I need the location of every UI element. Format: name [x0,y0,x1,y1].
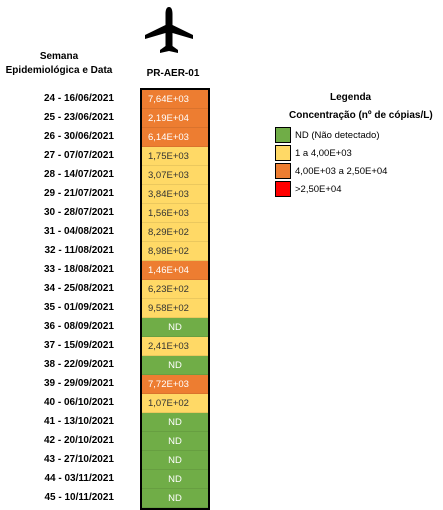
legend-label: 4,00E+03 a 2,50E+04 [295,165,388,177]
heatmap-cell: 9,58E+02 [142,299,208,318]
heatmap-cell: 1,75E+03 [142,147,208,166]
heatmap-cell: 1,56E+03 [142,204,208,223]
week-label: 44 - 03/11/2021 [44,473,114,484]
row-header-line1: Semana [39,51,79,62]
heatmap-cell: 8,29E+02 [142,223,208,242]
heatmap-cell: ND [142,470,208,489]
legend-swatch [275,181,291,197]
legend-title: Legenda [330,92,372,103]
week-label: 43 - 27/10/2021 [43,454,114,465]
legend-item: ND (Não detectado) [275,126,387,144]
heatmap-cell: 2,19E+04 [142,109,208,128]
week-label: 34 - 25/08/2021 [43,283,114,294]
heatmap-cell: ND [142,451,208,470]
week-label: 42 - 20/10/2021 [43,435,114,446]
week-label: 31 - 04/08/2021 [43,226,114,237]
legend-subtitle: Concentração (nº de cópias/L) [289,110,433,121]
heatmap-cell: 2,41E+03 [142,337,208,356]
week-label: 41 - 13/10/2021 [43,416,114,427]
heatmap-cell: 6,14E+03 [142,128,208,147]
legend-item: >2,50E+04 [275,180,387,198]
row-header-title: Semana Epidemiológica e Data [0,50,118,78]
week-label: 24 - 16/06/2021 [43,93,114,104]
heatmap-cell: ND [142,489,208,508]
week-label: 36 - 08/09/2021 [43,321,114,332]
week-label: 25 - 23/06/2021 [43,112,114,123]
heatmap-cell: 1,46E+04 [142,261,208,280]
legend-swatch [275,145,291,161]
heatmap-cell: 7,64E+03 [142,90,208,109]
week-label: 38 - 22/09/2021 [43,359,114,370]
heatmap-cell: 6,23E+02 [142,280,208,299]
legend-label: ND (Não detectado) [295,129,380,141]
heatmap-cell: 7,72E+03 [142,375,208,394]
legend-label: >2,50E+04 [295,183,342,195]
week-label: 32 - 11/08/2021 [44,245,114,256]
week-label: 39 - 29/09/2021 [43,378,114,389]
legend-swatch [275,127,291,143]
legend-item: 4,00E+03 a 2,50E+04 [275,162,387,180]
row-header-line2: Epidemiológica e Data [5,65,113,76]
week-label: 28 - 14/07/2021 [43,169,114,180]
heatmap-cell: ND [142,356,208,375]
week-label: 45 - 10/11/2021 [44,492,114,503]
column-header: PR-AER-01 [146,68,200,79]
week-label: 27 - 07/07/2021 [43,150,114,161]
legend-swatch [275,163,291,179]
week-label: 40 - 06/10/2021 [43,397,114,408]
week-label: 33 - 18/08/2021 [43,264,114,275]
heatmap-cell: 3,84E+03 [142,185,208,204]
heatmap-column: 7,64E+03 2,19E+04 6,14E+03 1,75E+03 3,07E+03… [140,88,210,510]
heatmap-cell: 3,07E+03 [142,166,208,185]
week-label: 29 - 21/07/2021 [43,188,114,199]
heatmap-cell: 1,07E+02 [142,394,208,413]
legend-label: 1 a 4,00E+03 [295,147,352,159]
airplane-icon [145,7,193,53]
week-label: 30 - 28/07/2021 [43,207,114,218]
heatmap-cell: 8,98E+02 [142,242,208,261]
week-label: 26 - 30/06/2021 [43,131,114,142]
week-label: 35 - 01/09/2021 [43,302,114,313]
week-labels: 24 - 16/06/2021 25 - 23/06/2021 26 - 30/06… [0,89,118,507]
week-label: 37 - 15/09/2021 [43,340,114,351]
heatmap-cell: ND [142,413,208,432]
legend: ND (Não detectado) 1 a 4,00E+03 4,00E+03 a… [275,126,387,198]
heatmap-cell: ND [142,432,208,451]
heatmap-cell: ND [142,318,208,337]
legend-item: 1 a 4,00E+03 [275,144,387,162]
